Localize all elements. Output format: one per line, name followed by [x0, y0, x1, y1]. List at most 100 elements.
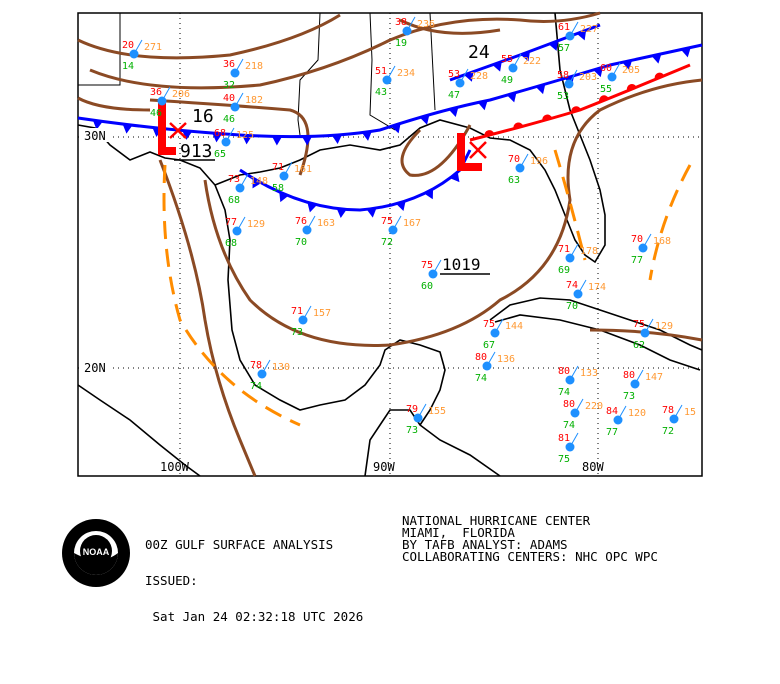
cold-front-triangle: [212, 133, 223, 143]
trough-line: [162, 164, 301, 427]
station-plot: 71 73 157: [291, 305, 331, 338]
wind-barb-icon: [161, 86, 171, 102]
center-x-icon: [169, 122, 187, 139]
temperature: 75: [421, 260, 433, 271]
station-plot: 36 32 218: [223, 58, 263, 91]
grid-labels: 30N 20N 100W 90W 80W: [82, 128, 604, 474]
station-plot: 76 70 163: [295, 215, 335, 248]
station-plot: 77 68 129: [225, 216, 265, 249]
wind-barb-icon: [569, 21, 579, 37]
temperature: 74: [566, 280, 578, 291]
dewpoint: 55: [600, 84, 612, 95]
lon-label: 80W: [582, 460, 604, 474]
temperature: 73: [228, 174, 240, 185]
dewpoint: 58: [272, 183, 284, 194]
dewpoint: 57: [558, 43, 570, 54]
temperature: 70: [631, 234, 643, 245]
analyst: BY TAFB ANALYST: ADAMS: [402, 537, 568, 552]
cold-front-triangle: [419, 114, 430, 125]
wind-barb-icon: [234, 58, 244, 74]
pressure-value: 271: [144, 42, 162, 53]
wind-barb-icon: [486, 351, 496, 367]
cold-front-triangle: [477, 100, 488, 111]
cold-front-triangle: [366, 207, 377, 218]
wind-barb-icon: [306, 215, 316, 231]
station-plot: 36 46 206: [150, 86, 190, 119]
wind-barb-icon: [634, 369, 644, 385]
dewpoint: 73: [406, 425, 418, 436]
pressure-value: 220: [585, 401, 603, 412]
temperature: 80: [558, 366, 570, 377]
station-plot: 80 74 133: [558, 365, 598, 398]
dewpoint: 74: [475, 373, 487, 384]
pressure-value: 196: [530, 156, 548, 167]
temperature: 77: [225, 217, 237, 228]
isobars: [77, 11, 703, 477]
station-plot: 79 73 155: [406, 403, 446, 436]
wind-barb-icon: [568, 69, 578, 85]
isobar: [158, 159, 257, 477]
wind-barb-icon: [569, 432, 579, 448]
wind-barb-icon: [577, 279, 587, 295]
temperature: 40: [223, 93, 235, 104]
station-plot: 70 63 196: [508, 153, 548, 186]
pressure-value: 168: [653, 236, 671, 247]
pressure-value: 155: [428, 406, 446, 417]
station-plot: 81 75: [558, 432, 579, 465]
temperature: 70: [508, 154, 520, 165]
pressure-label: 1019: [442, 255, 481, 274]
temperature: 61: [558, 22, 570, 33]
collaborating-centers: COLLABORATING CENTERS: NHC OPC WPC: [402, 549, 658, 564]
pressure-value: 157: [313, 308, 331, 319]
cold-front-triangle: [448, 107, 459, 118]
low-symbol: [457, 163, 482, 171]
lat-label: 30N: [84, 129, 106, 143]
pressure-value: 178: [580, 246, 598, 257]
cuba-north: [489, 297, 703, 351]
isobar: [77, 96, 151, 112]
state-border-1: [297, 12, 321, 136]
pressure-value: 174: [588, 282, 606, 293]
station-plot: 53 47 228: [448, 68, 488, 101]
dewpoint: 74: [558, 387, 570, 398]
dewpoint: 69: [558, 265, 570, 276]
temperature: 55: [501, 54, 513, 65]
cold-front-triangle: [492, 61, 502, 72]
station-plot: 58 53 203: [557, 69, 597, 102]
noaa-logo: NOAA: [62, 519, 130, 587]
dewpoint: 74: [563, 420, 575, 431]
troughs: [162, 149, 692, 427]
wind-barb-icon: [386, 65, 396, 81]
dewpoint: 75: [558, 454, 570, 465]
temperature: 80: [623, 370, 635, 381]
temperature: 36: [150, 87, 162, 98]
pressure-value: 205: [622, 65, 640, 76]
cold-front-triangle: [593, 67, 603, 78]
station-plot: 84 77 120: [606, 405, 646, 438]
low-symbol: [457, 133, 465, 171]
temperature: 75: [381, 216, 393, 227]
center-x-icon: [469, 141, 487, 159]
pressure-value: 136: [497, 354, 515, 365]
pressure-value: 129: [655, 321, 673, 332]
wind-barb-icon: [133, 39, 143, 55]
isobar: [77, 13, 341, 60]
station-plot: 71 69 178: [558, 243, 598, 276]
cold-front-triangle: [622, 60, 633, 71]
pressure-value: 130: [272, 362, 290, 373]
isobar: [399, 18, 501, 35]
cold-front-triangle: [424, 188, 434, 200]
station-plot: 71 58 161: [272, 161, 312, 194]
station-plot: 60 55 205: [600, 62, 640, 95]
station-plot: 75 62 129: [633, 318, 673, 351]
station-plot: 68 65 125: [214, 127, 254, 160]
temperature: 79: [406, 404, 418, 415]
low-symbol: [158, 103, 166, 155]
wind-barb-icon: [234, 92, 244, 108]
wind-barb-icon: [283, 161, 293, 177]
pressure-label: 16: [192, 106, 214, 127]
isobar: [400, 124, 472, 177]
wind-barb-icon: [261, 359, 271, 375]
pressure-value: 236: [417, 19, 435, 30]
